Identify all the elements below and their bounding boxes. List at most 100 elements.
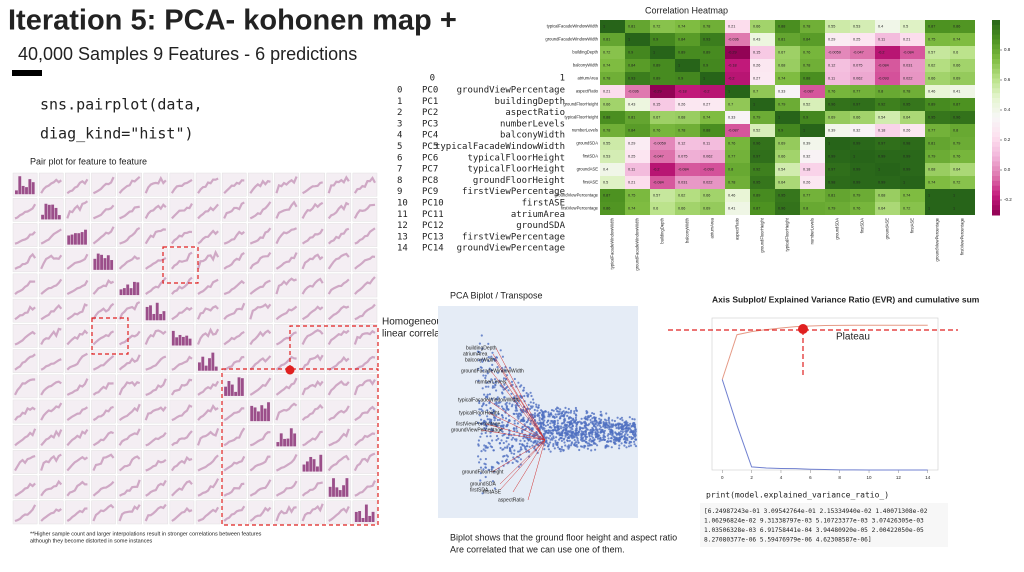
biplot-point xyxy=(608,426,611,429)
biplot-point xyxy=(488,421,491,424)
biplot-point xyxy=(481,409,484,412)
heatmap-cell xyxy=(950,150,975,163)
heatmap-cell xyxy=(700,189,725,202)
cell-label: 0.031 xyxy=(678,181,688,185)
pairplot-scatter xyxy=(196,428,220,446)
biplot-point xyxy=(599,410,602,413)
heatmap-cell xyxy=(775,124,800,137)
biplot-point xyxy=(484,449,487,452)
biplot-point xyxy=(603,432,606,435)
cell-label: 0.84 xyxy=(628,129,635,133)
cell-label: 1 xyxy=(828,142,830,146)
biplot-point xyxy=(612,435,615,438)
biplot-point xyxy=(560,439,564,442)
biplot-point xyxy=(623,444,626,447)
pairplot-hist-bar xyxy=(149,305,152,321)
biplot-point xyxy=(603,435,606,438)
biplot-point xyxy=(491,351,494,354)
column-label: numberLevels xyxy=(810,218,815,244)
heatmap-cell xyxy=(950,59,975,72)
biplot-point xyxy=(589,429,592,432)
heatmap-cell xyxy=(875,163,900,176)
biplot-point xyxy=(544,430,548,433)
cell-label: 0.41 xyxy=(728,207,735,211)
biplot-point xyxy=(552,428,555,431)
biplot-point xyxy=(591,412,594,415)
pairplot-hist-bar xyxy=(312,459,316,472)
heatmap-cell xyxy=(875,85,900,98)
table-feature: groundViewPercentage xyxy=(457,86,565,96)
biplot-point xyxy=(496,396,499,399)
biplot-point xyxy=(577,441,580,444)
heatmap-cell xyxy=(700,46,725,59)
cell-label: 0.11 xyxy=(703,142,710,146)
biplot-point xyxy=(481,360,484,363)
heatmap-cell xyxy=(750,98,775,111)
cell-label: 0.81 xyxy=(828,194,835,198)
biplot-point xyxy=(549,434,552,437)
pairplot-scatter xyxy=(171,276,193,295)
biplot-point xyxy=(486,418,489,421)
biplot-point xyxy=(633,443,636,446)
biplot-point xyxy=(578,427,582,430)
cell-label: 0.18 xyxy=(878,129,885,133)
pairplot-scatter xyxy=(144,329,167,345)
pairplot-scatter xyxy=(354,480,376,497)
cell-label: 0.4 xyxy=(603,168,608,172)
cell-label: 0.74 xyxy=(903,194,910,198)
biplot-point xyxy=(625,422,628,425)
colorbar-segment xyxy=(992,176,1000,182)
biplot-point xyxy=(529,423,532,426)
heatmap-cell xyxy=(925,176,950,189)
heatmap-cell xyxy=(825,202,850,215)
biplot-title: PCA Biplot / Transpose xyxy=(450,290,543,300)
biplot-point xyxy=(503,396,506,399)
heatmap-cell xyxy=(775,59,800,72)
biplot-point xyxy=(511,461,514,464)
pairplot-scatter xyxy=(118,504,141,522)
biplot-point xyxy=(575,436,579,439)
cell-label: 0.89 xyxy=(678,51,685,55)
cell-label: 0.68 xyxy=(928,168,935,172)
biplot-point xyxy=(556,441,559,444)
biplot-point xyxy=(477,421,480,424)
biplot-point xyxy=(591,436,595,439)
cell-label: 0.79 xyxy=(828,207,835,211)
biplot-point xyxy=(562,429,565,432)
feature-label: typicalFacadeWindowWidth xyxy=(458,397,520,403)
cell-label: 0.66 xyxy=(928,77,935,81)
heatmap-cell xyxy=(600,85,625,98)
colorbar-segment xyxy=(992,151,1000,157)
table-pc: PC4 xyxy=(422,131,438,141)
pairplot-scatter xyxy=(118,380,141,396)
biplot-point xyxy=(607,424,610,427)
biplot-point xyxy=(519,448,522,451)
heatmap-cell xyxy=(775,46,800,59)
colorbar-segment xyxy=(992,146,1000,153)
heatmap-cell xyxy=(800,163,825,176)
heatmap-cell xyxy=(750,72,775,85)
cell-label: 0.46 xyxy=(728,194,735,198)
biplot-point xyxy=(515,406,518,409)
heatmap-cell xyxy=(750,163,775,176)
heatmap-cell xyxy=(900,111,925,124)
heatmap-cell xyxy=(925,163,950,176)
pairplot-scatter xyxy=(92,302,115,320)
heatmap-cell xyxy=(800,85,825,98)
colorbar-segment xyxy=(992,20,1000,26)
biplot-point xyxy=(541,428,545,431)
heatmap-cell xyxy=(725,202,750,215)
biplot-point xyxy=(627,429,630,432)
biplot-point xyxy=(563,413,566,416)
biplot-point xyxy=(543,448,546,451)
pairplot-scatter xyxy=(118,176,141,194)
biplot-point xyxy=(633,426,636,429)
biplot-point xyxy=(510,392,513,395)
pairplot-cell xyxy=(117,223,142,247)
cell-label: 0.99 xyxy=(878,181,885,185)
pairplot-scatter xyxy=(145,355,167,371)
biplot-point xyxy=(501,414,504,417)
biplot-point xyxy=(599,438,602,441)
biplot-point xyxy=(538,411,542,414)
biplot-point xyxy=(570,416,573,420)
